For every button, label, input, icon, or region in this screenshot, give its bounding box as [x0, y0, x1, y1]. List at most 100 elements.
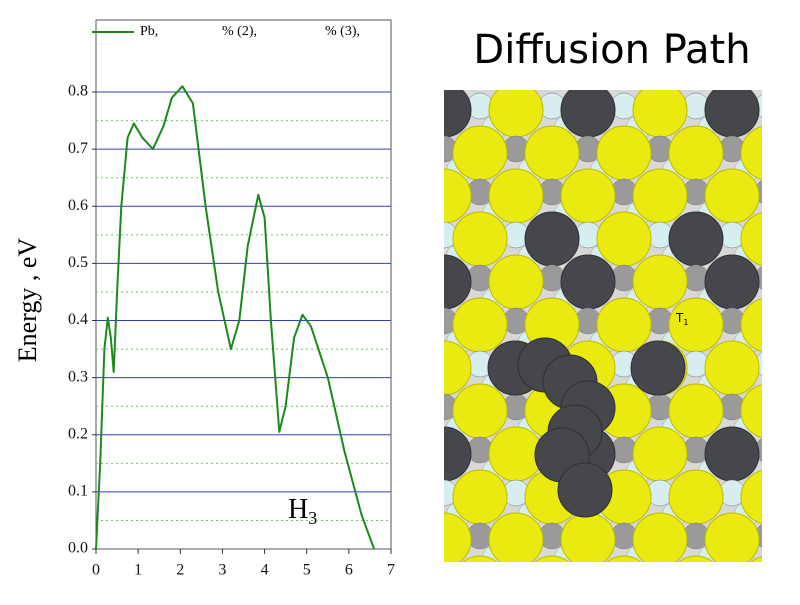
- atom-large: [704, 168, 760, 224]
- atom-large: [381, 384, 435, 438]
- y-tick-label: 0.0: [68, 540, 88, 557]
- y-tick-label: 0.1: [68, 483, 88, 500]
- atom-large: [488, 254, 544, 310]
- atom-large: [704, 340, 760, 396]
- x-tick-label: 5: [303, 562, 311, 579]
- atom-small: [770, 546, 794, 570]
- atom-small: [395, 265, 421, 291]
- x-tick-label: 7: [387, 562, 395, 579]
- path-atom: [557, 462, 613, 518]
- atom-large: [668, 125, 724, 181]
- atom-large: [560, 90, 616, 138]
- atom-large: [444, 340, 472, 396]
- atom-large: [740, 212, 762, 266]
- atom-large: [750, 556, 762, 562]
- y-tick-label: 0.6: [68, 197, 88, 214]
- atom-large: [381, 212, 435, 266]
- atom-large: [381, 470, 435, 524]
- atom-small: [719, 566, 745, 592]
- atom-small: [410, 202, 434, 226]
- atom-large: [678, 555, 714, 562]
- atom-small: [395, 437, 421, 463]
- x-tick-label: 4: [261, 562, 269, 579]
- y-tick-label: 0.4: [68, 311, 88, 328]
- atom-large: [668, 211, 724, 267]
- atom-small: [410, 546, 434, 570]
- atom-large: [777, 513, 800, 567]
- x-tick-label: 0: [92, 562, 100, 579]
- legend-label: % (2),: [222, 24, 257, 39]
- atom-large: [452, 297, 508, 353]
- atom-large: [560, 168, 616, 224]
- atom-image: [381, 83, 800, 600]
- atom-small: [791, 480, 800, 506]
- atom-small: [647, 566, 673, 592]
- atom-large: [596, 297, 652, 353]
- atom-small: [410, 288, 434, 312]
- atom-large: [668, 383, 724, 439]
- atom-large: [668, 469, 724, 525]
- site-label-sub: 1: [683, 318, 688, 327]
- atom-large: [632, 90, 688, 138]
- atom-small: [791, 566, 800, 592]
- atom-large: [596, 211, 652, 267]
- atom-small: [791, 136, 800, 162]
- atom-large: [632, 254, 688, 310]
- atom-large: [777, 169, 800, 223]
- atom-large: [560, 254, 616, 310]
- x-tick-label: 2: [176, 562, 184, 579]
- atom-large: [452, 211, 508, 267]
- annotation: H3: [288, 494, 317, 528]
- atom-large: [444, 168, 472, 224]
- atom-small: [662, 589, 686, 600]
- atom-small: [734, 589, 758, 600]
- atom-large: [632, 512, 688, 562]
- site-label-main: T: [675, 311, 684, 325]
- atom-small: [791, 394, 800, 420]
- atom-large: [381, 126, 435, 180]
- atom-large: [668, 297, 724, 353]
- atom-small: [395, 523, 421, 549]
- atom-large: [632, 168, 688, 224]
- y-tick-label: 0.3: [68, 368, 88, 385]
- atom-large: [740, 298, 762, 352]
- atom-large: [452, 469, 508, 525]
- annotation-main: H: [288, 494, 308, 525]
- atom-small: [791, 222, 800, 248]
- atom-small: [410, 460, 434, 484]
- atom-small: [410, 116, 434, 140]
- y-axis-label: Energy , eV: [13, 238, 42, 363]
- legend-label: Pb,: [140, 24, 158, 39]
- atom-large: [704, 512, 760, 562]
- atom-small: [395, 179, 421, 205]
- y-tick-label: 0.5: [68, 254, 88, 271]
- atom-small: [770, 288, 794, 312]
- atom-small: [503, 566, 529, 592]
- atom-large: [524, 125, 580, 181]
- atom-large: [606, 555, 642, 562]
- y-tick-label: 0.2: [68, 425, 88, 442]
- data-line: [95, 85, 376, 550]
- atom-large: [462, 555, 498, 562]
- atom-large: [452, 383, 508, 439]
- atom-small: [410, 374, 434, 398]
- atom-large: [444, 90, 472, 138]
- atom-large: [740, 384, 762, 438]
- x-tick-label: 3: [218, 562, 226, 579]
- atom-large: [777, 83, 800, 137]
- atom-small: [770, 460, 794, 484]
- atom-large: [444, 512, 472, 562]
- x-tick-label: 1: [134, 562, 142, 579]
- path-atom: [630, 340, 686, 396]
- atom-small: [791, 308, 800, 334]
- atom-small: [395, 93, 421, 119]
- atom-small: [575, 566, 601, 592]
- atom-small: [590, 589, 614, 600]
- plot-frame: [95, 19, 392, 550]
- atom-small: [518, 589, 542, 600]
- atom-large: [524, 211, 580, 267]
- legend-label: % (3),: [325, 24, 360, 39]
- y-tick-label: 0.7: [68, 140, 88, 157]
- atom-large: [777, 255, 800, 309]
- atom-large: [444, 426, 472, 482]
